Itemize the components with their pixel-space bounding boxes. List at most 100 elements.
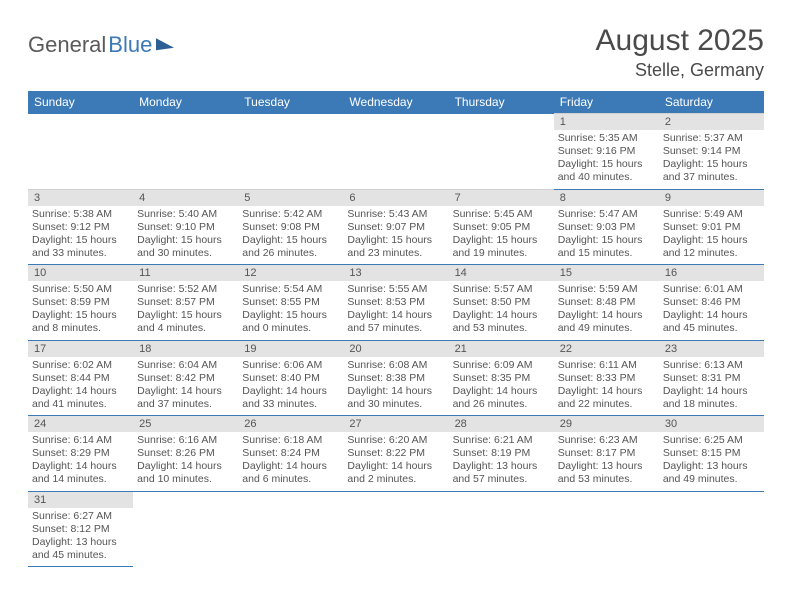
day-day1-text: Daylight: 13 hours (663, 460, 760, 473)
day-sunset-text: Sunset: 8:50 PM (453, 296, 550, 309)
day-sunrise-text: Sunrise: 5:54 AM (242, 283, 339, 296)
logo-triangle-icon (156, 36, 174, 51)
day-sunrise-text: Sunrise: 6:09 AM (453, 359, 550, 372)
day-day2-text: and 33 minutes. (32, 247, 129, 260)
day-day2-text: and 4 minutes. (137, 322, 234, 335)
day-sunset-text: Sunset: 8:19 PM (453, 447, 550, 460)
day-sunrise-text: Sunrise: 6:27 AM (32, 510, 129, 523)
logo-text-1: General (28, 32, 106, 58)
day-day1-text: Daylight: 14 hours (558, 309, 655, 322)
day-cell (554, 508, 659, 567)
day-number-cell: 20 (343, 340, 448, 357)
day-number-cell: 10 (28, 265, 133, 282)
day-day1-text: Daylight: 14 hours (32, 460, 129, 473)
day-day1-text: Daylight: 15 hours (663, 158, 760, 171)
day-number-cell (554, 491, 659, 508)
day-sunset-text: Sunset: 8:31 PM (663, 372, 760, 385)
day-day1-text: Daylight: 13 hours (558, 460, 655, 473)
day-day2-text: and 26 minutes. (453, 398, 550, 411)
day-number-cell: 21 (449, 340, 554, 357)
day-cell: Sunrise: 5:35 AMSunset: 9:16 PMDaylight:… (554, 130, 659, 189)
day-sunset-text: Sunset: 8:59 PM (32, 296, 129, 309)
day-cell: Sunrise: 5:45 AMSunset: 9:05 PMDaylight:… (449, 206, 554, 265)
day-cell: Sunrise: 6:06 AMSunset: 8:40 PMDaylight:… (238, 357, 343, 416)
day-day2-text: and 26 minutes. (242, 247, 339, 260)
day-cell: Sunrise: 6:14 AMSunset: 8:29 PMDaylight:… (28, 432, 133, 491)
day-day2-text: and 41 minutes. (32, 398, 129, 411)
day-cell (238, 508, 343, 567)
title-block: August 2025 Stelle, Germany (596, 24, 764, 81)
day-cell: Sunrise: 6:16 AMSunset: 8:26 PMDaylight:… (133, 432, 238, 491)
day-day2-text: and 49 minutes. (663, 473, 760, 486)
day-day1-text: Daylight: 14 hours (663, 385, 760, 398)
day-day1-text: Daylight: 15 hours (347, 234, 444, 247)
day-sunrise-text: Sunrise: 6:20 AM (347, 434, 444, 447)
day-sunrise-text: Sunrise: 5:35 AM (558, 132, 655, 145)
day-cell (238, 130, 343, 189)
month-title: August 2025 (596, 24, 764, 58)
day-day1-text: Daylight: 14 hours (242, 385, 339, 398)
day-sunset-text: Sunset: 8:48 PM (558, 296, 655, 309)
day-number-cell (449, 491, 554, 508)
day-day2-text: and 8 minutes. (32, 322, 129, 335)
day-number-cell: 25 (133, 416, 238, 433)
day-cell: Sunrise: 5:50 AMSunset: 8:59 PMDaylight:… (28, 281, 133, 340)
day-day1-text: Daylight: 15 hours (663, 234, 760, 247)
day-number-cell: 12 (238, 265, 343, 282)
day-day1-text: Daylight: 15 hours (32, 234, 129, 247)
day-of-week-header: Friday (554, 91, 659, 114)
day-sunrise-text: Sunrise: 5:42 AM (242, 208, 339, 221)
day-day1-text: Daylight: 14 hours (32, 385, 129, 398)
day-of-week-header: Wednesday (343, 91, 448, 114)
day-day1-text: Daylight: 15 hours (32, 309, 129, 322)
day-sunrise-text: Sunrise: 5:38 AM (32, 208, 129, 221)
day-number-cell: 16 (659, 265, 764, 282)
calendar-body: SundayMondayTuesdayWednesdayThursdayFrid… (28, 91, 764, 567)
day-sunset-text: Sunset: 8:42 PM (137, 372, 234, 385)
day-sunset-text: Sunset: 8:55 PM (242, 296, 339, 309)
day-sunrise-text: Sunrise: 6:16 AM (137, 434, 234, 447)
week-row: Sunrise: 6:14 AMSunset: 8:29 PMDaylight:… (28, 432, 764, 491)
day-cell: Sunrise: 6:13 AMSunset: 8:31 PMDaylight:… (659, 357, 764, 416)
calendar-table: SundayMondayTuesdayWednesdayThursdayFrid… (28, 91, 764, 567)
week-row: Sunrise: 6:02 AMSunset: 8:44 PMDaylight:… (28, 357, 764, 416)
day-day2-text: and 45 minutes. (32, 549, 129, 562)
day-day2-text: and 49 minutes. (558, 322, 655, 335)
day-sunset-text: Sunset: 9:08 PM (242, 221, 339, 234)
day-number-cell: 30 (659, 416, 764, 433)
day-number-cell: 17 (28, 340, 133, 357)
day-sunset-text: Sunset: 9:14 PM (663, 145, 760, 158)
day-day2-text: and 0 minutes. (242, 322, 339, 335)
day-sunset-text: Sunset: 8:35 PM (453, 372, 550, 385)
day-day1-text: Daylight: 14 hours (242, 460, 339, 473)
day-sunset-text: Sunset: 8:22 PM (347, 447, 444, 460)
day-day2-text: and 6 minutes. (242, 473, 339, 486)
day-cell: Sunrise: 6:23 AMSunset: 8:17 PMDaylight:… (554, 432, 659, 491)
day-sunrise-text: Sunrise: 6:02 AM (32, 359, 129, 372)
day-day2-text: and 30 minutes. (347, 398, 444, 411)
day-number-cell (238, 491, 343, 508)
day-cell: Sunrise: 6:02 AMSunset: 8:44 PMDaylight:… (28, 357, 133, 416)
day-sunrise-text: Sunrise: 5:43 AM (347, 208, 444, 221)
day-cell: Sunrise: 6:01 AMSunset: 8:46 PMDaylight:… (659, 281, 764, 340)
day-cell: Sunrise: 5:47 AMSunset: 9:03 PMDaylight:… (554, 206, 659, 265)
day-day2-text: and 14 minutes. (32, 473, 129, 486)
day-sunset-text: Sunset: 8:33 PM (558, 372, 655, 385)
day-sunrise-text: Sunrise: 6:01 AM (663, 283, 760, 296)
day-cell: Sunrise: 5:57 AMSunset: 8:50 PMDaylight:… (449, 281, 554, 340)
day-sunrise-text: Sunrise: 5:45 AM (453, 208, 550, 221)
day-day1-text: Daylight: 14 hours (453, 385, 550, 398)
day-day2-text: and 18 minutes. (663, 398, 760, 411)
day-number-cell: 6 (343, 189, 448, 206)
day-cell: Sunrise: 5:55 AMSunset: 8:53 PMDaylight:… (343, 281, 448, 340)
day-day2-text: and 10 minutes. (137, 473, 234, 486)
day-cell: Sunrise: 6:20 AMSunset: 8:22 PMDaylight:… (343, 432, 448, 491)
day-sunset-text: Sunset: 8:12 PM (32, 523, 129, 536)
day-day1-text: Daylight: 14 hours (558, 385, 655, 398)
day-day1-text: Daylight: 14 hours (347, 309, 444, 322)
day-number-cell (449, 114, 554, 131)
day-day1-text: Daylight: 14 hours (347, 385, 444, 398)
day-sunset-text: Sunset: 9:07 PM (347, 221, 444, 234)
day-day1-text: Daylight: 15 hours (558, 158, 655, 171)
day-sunrise-text: Sunrise: 6:11 AM (558, 359, 655, 372)
